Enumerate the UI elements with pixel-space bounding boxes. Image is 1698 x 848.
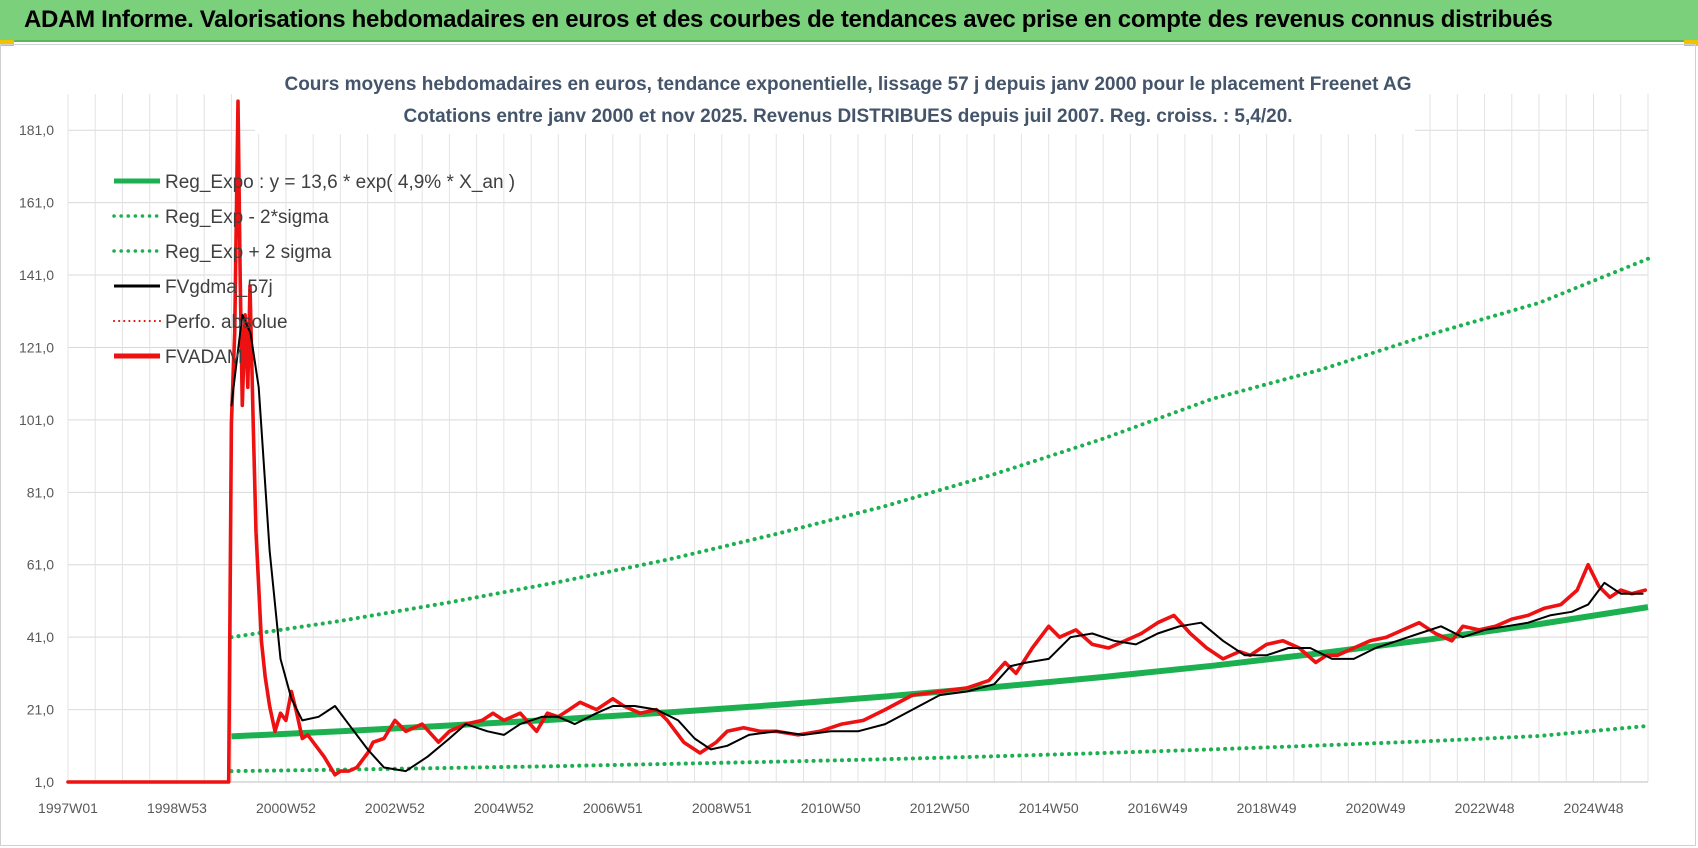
report-header: ADAM Informe. Valorisations hebdomadaire…: [0, 0, 1698, 42]
chart-subtitle: Cotations entre janv 2000 et nov 2025. R…: [403, 106, 1292, 127]
series-reg-exp-minus-2sigma: [229, 723, 1650, 774]
y-tick-label: 81,0: [27, 484, 54, 500]
legend-reg-exp-plus-label: Reg_Exp + 2 sigma: [165, 242, 332, 263]
grid: [67, 94, 1649, 783]
x-tick-label: 1997W01: [38, 800, 98, 816]
y-tick-label: 161,0: [19, 195, 54, 211]
legend-reg-exp-minus-label: Reg_Exp - 2*sigma: [165, 207, 329, 228]
y-tick-label: 1,0: [35, 774, 55, 790]
legend-reg-expo-label: Reg_Expo : y = 13,6 * exp( 4,9% * X_an ): [165, 172, 515, 193]
x-tick-label: 2008W51: [692, 800, 752, 816]
legend-fvgdma-label: FVgdma_57j: [165, 277, 273, 298]
legend: Reg_Expo : y = 13,6 * exp( 4,9% * X_an )…: [112, 172, 515, 368]
y-tick-label: 21,0: [27, 702, 54, 718]
series-reg-exp-plus-2sigma: [229, 256, 1650, 640]
corner-marker-right: [1684, 40, 1698, 46]
x-tick-label: 2022W48: [1455, 800, 1515, 816]
x-tick-label: 2014W50: [1019, 800, 1079, 816]
x-tick-label: 2000W52: [256, 800, 316, 816]
y-tick-label: 101,0: [19, 412, 54, 428]
x-tick-label: 2010W50: [801, 800, 861, 816]
x-tick-label: 2004W52: [474, 800, 534, 816]
x-tick-label: 2002W52: [365, 800, 425, 816]
x-tick-label: 1998W53: [147, 800, 207, 816]
x-tick-label: 2006W51: [583, 800, 643, 816]
series-fvadam: [66, 99, 1648, 784]
y-tick-label: 61,0: [27, 557, 54, 573]
legend-fvadam-label: FVADAM: [165, 347, 243, 368]
x-tick-label: 2018W49: [1237, 800, 1297, 816]
x-tick-label: 2020W49: [1346, 800, 1406, 816]
x-axis-ticks: 1997W01 1998W53 2000W52 2002W52 2004W52 2006W…: [38, 800, 1624, 816]
report-title: ADAM Informe. Valorisations hebdomadaire…: [24, 6, 1553, 33]
x-tick-label: 2024W48: [1564, 800, 1624, 816]
x-tick-label: 2016W49: [1128, 800, 1188, 816]
y-tick-label: 121,0: [19, 339, 54, 355]
legend-perfo-label: Perfo. absolue: [165, 312, 288, 333]
y-tick-label: 141,0: [19, 267, 54, 283]
series-layer: [66, 99, 1650, 784]
chart-frame: [0, 44, 1696, 846]
y-tick-label: 41,0: [27, 629, 54, 645]
x-tick-label: 2012W50: [910, 800, 970, 816]
series-fvgdma-57j: [230, 313, 1644, 773]
corner-marker-left: [0, 40, 14, 46]
y-axis-ticks: 1,0 21,0 41,0 61,0 81,0 101,0 121,0 141,0 161,0 1…: [19, 122, 54, 790]
chart-title: Cours moyens hebdomadaires en euros, ten…: [284, 74, 1411, 95]
title-backdrop: [255, 64, 1415, 134]
y-tick-label: 181,0: [19, 122, 54, 138]
